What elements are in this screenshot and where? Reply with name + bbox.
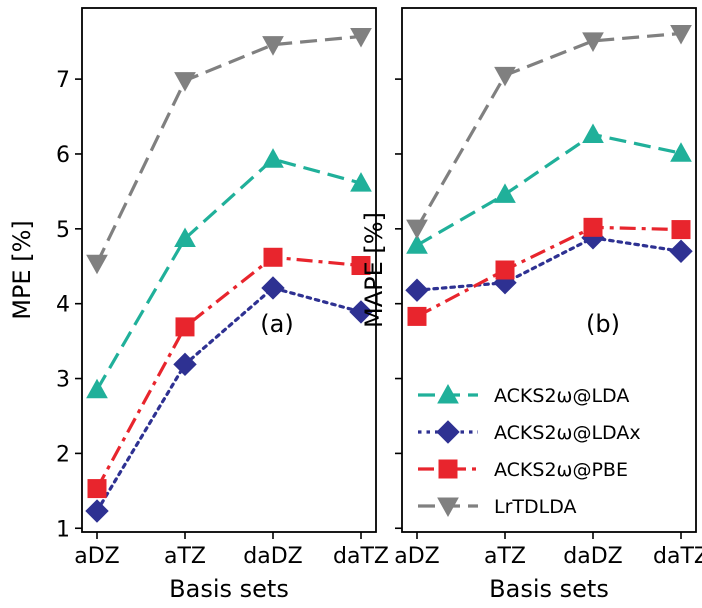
series-acks2-lda	[406, 123, 692, 254]
y-tick-label: 3	[56, 368, 70, 393]
legend-label: ACKS2ω@LDAx	[494, 422, 641, 444]
data-point	[406, 219, 428, 240]
legend-label: ACKS2ω@PBE	[494, 459, 628, 481]
legend-item: ACKS2ω@PBE	[418, 459, 628, 481]
legend-item: ACKS2ω@LDAx	[418, 420, 641, 444]
x-tick-label: daDZ	[243, 544, 302, 569]
data-point	[173, 352, 197, 377]
data-point	[407, 306, 427, 326]
series-lrtdlda	[86, 27, 372, 275]
data-point	[495, 260, 515, 280]
data-point	[405, 278, 429, 302]
series-line	[415, 236, 683, 292]
data-point	[494, 66, 516, 87]
legend-marker	[438, 459, 458, 479]
data-point	[583, 217, 603, 237]
x-tick-label: daDZ	[563, 544, 622, 569]
x-axis-title: Basis sets	[169, 575, 289, 603]
y-tick-label: 5	[56, 218, 70, 243]
series-acks2-pbe	[407, 217, 691, 326]
data-point	[350, 27, 372, 48]
y-tick-label: 1	[56, 517, 70, 542]
panel-label: (a)	[260, 310, 293, 338]
legend-item: LrTDLDA	[418, 496, 577, 518]
panel-b: aDZ aTZ daDZ daTZ Basis sets MAPE [%] (b) ACKS2…	[360, 7, 702, 603]
series-line	[95, 255, 362, 490]
data-point	[175, 317, 195, 337]
data-point	[263, 247, 283, 267]
data-point	[174, 72, 196, 92]
data-point	[350, 172, 372, 192]
data-point	[670, 24, 692, 45]
series-acks2-lda	[86, 148, 372, 399]
series-acks2-pbe	[87, 247, 371, 499]
data-point	[85, 499, 109, 523]
y-tick-label: 7	[56, 68, 70, 93]
data-point	[86, 378, 108, 399]
series-line	[95, 286, 363, 513]
data-point	[349, 300, 373, 324]
data-point	[671, 220, 691, 240]
data-point	[87, 479, 107, 499]
legend-item: ACKS2ω@LDA	[418, 383, 629, 407]
series-acks2-ldax	[405, 226, 693, 302]
data-point	[262, 148, 284, 168]
data-point	[262, 36, 284, 56]
series-line	[416, 132, 682, 247]
series-line	[95, 157, 362, 391]
legend: ACKS2ω@LDA ACKS2ω@LDAx ACKS2ω@PBE LrTDLDA	[418, 383, 641, 518]
plot-frame	[81, 7, 377, 533]
legend-label: LrTDLDA	[494, 496, 577, 518]
x-axis-title: Basis sets	[489, 575, 609, 603]
series-line	[416, 225, 682, 318]
x-tick-label: aDZ	[74, 544, 120, 569]
data-point	[174, 227, 196, 248]
panel-label: (b)	[586, 310, 620, 338]
y-tick-label: 4	[56, 293, 70, 318]
data-point	[86, 254, 108, 275]
data-point	[494, 183, 516, 203]
x-tick-label: aTZ	[484, 544, 526, 569]
data-point	[351, 256, 371, 276]
x-tick-label: daTZ	[653, 544, 702, 569]
legend-marker	[436, 420, 460, 444]
panel-a: 1 2 3 4 5 6 7 aDZ aTZ daDZ daTZ Basis sets MPE [%] (a…	[8, 7, 389, 603]
series-lrtdlda	[406, 24, 692, 240]
data-point	[669, 239, 693, 263]
series-line	[415, 31, 682, 229]
legend-marker	[437, 383, 459, 404]
legend-marker	[437, 497, 459, 518]
series-acks2-ldax	[85, 276, 373, 523]
data-point	[582, 123, 604, 144]
x-tick-label: aDZ	[394, 544, 440, 569]
y-axis-title: MPE [%]	[8, 220, 36, 320]
legend-label: ACKS2ω@LDA	[494, 385, 629, 407]
plot-frame	[401, 7, 697, 533]
data-point	[406, 234, 428, 254]
x-tick-label: daTZ	[333, 544, 389, 569]
x-tick-label: aTZ	[164, 544, 206, 569]
y-tick-label: 2	[56, 442, 70, 467]
series-line	[95, 34, 362, 264]
y-axis-title: MAPE [%]	[360, 212, 388, 328]
data-point	[261, 276, 285, 300]
data-point	[582, 32, 604, 52]
y-tick-label: 6	[56, 143, 70, 168]
data-point	[670, 142, 692, 162]
